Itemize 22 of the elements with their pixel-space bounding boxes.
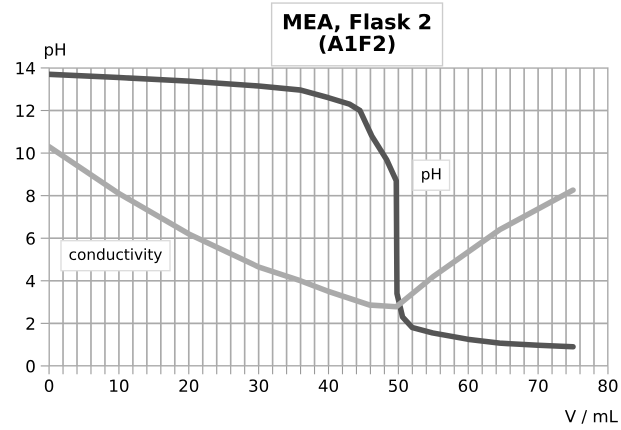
x-tick-label: 30 <box>249 379 268 392</box>
y-axis-title: pH <box>44 43 65 59</box>
y-tick-label: 14 <box>16 62 35 74</box>
y-tick-label: 0 <box>26 360 35 372</box>
y-tick-label: 6 <box>26 232 35 245</box>
x-tick-label: 60 <box>458 379 478 392</box>
series-label: conductivity <box>69 248 162 264</box>
series-label: pH <box>422 168 440 183</box>
y-tick-label: 12 <box>16 104 34 117</box>
y-tick-label: 2 <box>26 317 34 330</box>
x-axis-title: V / mL <box>564 410 618 424</box>
x-tick-label: 70 <box>528 379 548 392</box>
x-tick-label: 10 <box>110 379 128 392</box>
y-tick-label: 8 <box>26 190 35 202</box>
x-tick-label: 40 <box>318 379 338 392</box>
y-tick-label: 10 <box>16 147 35 160</box>
chart-title: MEA, Flask 2 (A1F2) <box>284 13 430 54</box>
x-tick-label: 0 <box>44 379 54 392</box>
x-tick-label: 50 <box>389 379 408 392</box>
y-tick-label: 4 <box>26 274 35 288</box>
x-tick-label: 20 <box>179 379 198 392</box>
x-tick-label: 80 <box>598 379 618 392</box>
